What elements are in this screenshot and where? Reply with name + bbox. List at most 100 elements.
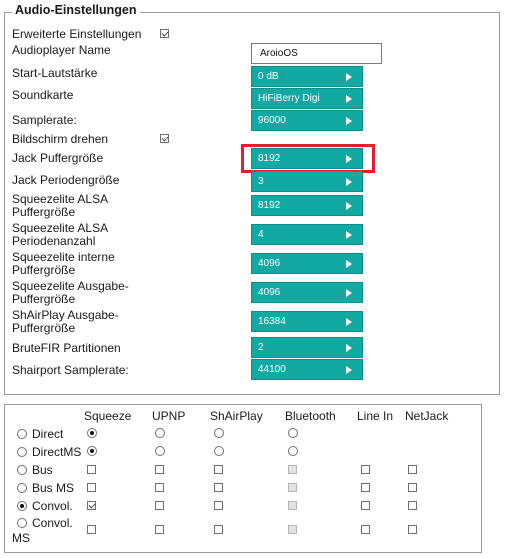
mode-radio-direct[interactable]	[17, 429, 27, 439]
play-arrow-icon	[346, 155, 352, 163]
direct-upnp-radio[interactable]	[155, 428, 165, 438]
jack-period-label: Jack Periodengröße	[12, 173, 120, 187]
play-arrow-icon	[346, 344, 352, 352]
shairplay-output-buffer-value: 16384	[258, 316, 286, 327]
jack-buffer-select[interactable]: 8192	[251, 148, 363, 169]
busms-squeeze-checkbox[interactable]	[87, 483, 96, 492]
col-header-shairplay: ShAirPlay	[210, 409, 263, 423]
audio-settings-legend: Audio-Einstellungen	[12, 3, 140, 17]
col-header-netjack: NetJack	[405, 409, 449, 423]
soundcard-label: Soundkarte	[12, 88, 74, 102]
extended-settings-label: Erweiterte Einstellungen	[12, 27, 142, 41]
convol-squeeze-checkbox[interactable]	[87, 501, 96, 510]
mode-label-convol-ms-line2: MS	[12, 531, 30, 545]
mode-radio-bus-ms[interactable]	[17, 483, 27, 493]
col-header-upnp: UPNP	[152, 409, 186, 423]
squeezelite-output-buffer-select[interactable]: 4096	[251, 282, 363, 303]
mode-radio-convol[interactable]	[17, 501, 27, 511]
soundcard-select[interactable]: HiFiBerry Digi	[251, 88, 363, 109]
play-arrow-icon	[346, 231, 352, 239]
directms-upnp-radio[interactable]	[155, 446, 165, 456]
squeezelite-output-buffer-value: 4096	[258, 287, 281, 298]
squeezelite-alsa-buffer-label-line2: Puffergröße	[12, 205, 76, 219]
brutefir-partitions-select[interactable]: 2	[251, 337, 363, 358]
convol-upnp-checkbox[interactable]	[155, 501, 164, 510]
play-arrow-icon	[346, 202, 352, 210]
audioplayer-name-input[interactable]	[251, 43, 382, 64]
soundcard-value: HiFiBerry Digi	[258, 93, 320, 104]
direct-squeeze-radio[interactable]	[87, 428, 97, 438]
mode-label-directms: DirectMS	[32, 445, 82, 459]
start-volume-value: 0 dB	[258, 71, 279, 82]
bus-shairplay-checkbox[interactable]	[214, 465, 223, 474]
squeezelite-alsa-periods-value: 4	[258, 229, 264, 240]
bus-line-in-checkbox[interactable]	[361, 465, 370, 474]
squeezelite-internal-buffer-label-line1: Squeezelite interne	[12, 250, 115, 264]
bus-squeeze-checkbox[interactable]	[87, 465, 96, 474]
audioplayer-name-label: Audioplayer Name	[12, 43, 111, 57]
busms-bluetooth-checkbox	[288, 483, 297, 492]
mode-radio-bus[interactable]	[17, 465, 27, 475]
squeezelite-internal-buffer-label-line2: Puffergröße	[12, 263, 76, 277]
convol-netjack-checkbox[interactable]	[408, 501, 417, 510]
mode-label-convol-ms-line1: Convol.	[32, 516, 73, 530]
jack-period-value: 3	[258, 176, 264, 187]
play-arrow-icon	[346, 318, 352, 326]
extended-settings-checkbox[interactable]	[160, 29, 169, 38]
mode-radio-convol-ms[interactable]	[17, 518, 27, 528]
shairplay-output-buffer-label-line2: Puffergröße	[12, 321, 76, 335]
jack-buffer-label: Jack Puffergröße	[12, 151, 104, 165]
convolms-netjack-checkbox[interactable]	[408, 525, 417, 534]
squeezelite-internal-buffer-select[interactable]: 4096	[251, 253, 363, 274]
direct-bluetooth-radio[interactable]	[288, 428, 298, 438]
play-arrow-icon	[346, 95, 352, 103]
mode-radio-directms[interactable]	[17, 447, 27, 457]
convolms-upnp-checkbox[interactable]	[155, 525, 164, 534]
shairplay-output-buffer-select[interactable]: 16384	[251, 311, 363, 332]
busms-line-in-checkbox[interactable]	[361, 483, 370, 492]
directms-shairplay-radio[interactable]	[214, 446, 224, 456]
brutefir-partitions-value: 2	[258, 342, 264, 353]
squeezelite-alsa-periods-label-line2: Periodenanzahl	[12, 234, 96, 248]
start-volume-select[interactable]: 0 dB	[251, 66, 363, 87]
directms-bluetooth-radio[interactable]	[288, 446, 298, 456]
shairport-samplerate-select[interactable]: 44100	[251, 359, 363, 380]
convol-bluetooth-checkbox	[288, 501, 297, 510]
convolms-shairplay-checkbox[interactable]	[214, 525, 223, 534]
brutefir-partitions-label: BruteFIR Partitionen	[12, 341, 121, 355]
convol-line-in-checkbox[interactable]	[361, 501, 370, 510]
mode-label-convol: Convol.	[32, 499, 73, 513]
samplerate-select[interactable]: 96000	[251, 110, 363, 131]
squeezelite-alsa-buffer-select[interactable]: 8192	[251, 195, 363, 216]
busms-shairplay-checkbox[interactable]	[214, 483, 223, 492]
rotate-screen-checkbox[interactable]	[160, 134, 169, 143]
convolms-line-in-checkbox[interactable]	[361, 525, 370, 534]
directms-squeeze-radio[interactable]	[87, 446, 97, 456]
play-arrow-icon	[346, 117, 352, 125]
squeezelite-internal-buffer-value: 4096	[258, 258, 281, 269]
busms-netjack-checkbox[interactable]	[408, 483, 417, 492]
squeezelite-output-buffer-label-line1: Squeezelite Ausgabe-	[12, 279, 129, 293]
bus-bluetooth-checkbox	[288, 465, 297, 474]
mode-label-direct: Direct	[32, 427, 64, 441]
audio-settings-panel	[4, 12, 500, 395]
mode-label-bus: Bus	[32, 463, 53, 477]
bus-netjack-checkbox[interactable]	[408, 465, 417, 474]
convolms-squeeze-checkbox[interactable]	[87, 525, 96, 534]
routing-matrix-panel	[4, 404, 482, 553]
squeezelite-alsa-periods-label-line1: Squeezelite ALSA	[12, 221, 109, 235]
col-header-bluetooth: Bluetooth	[285, 409, 336, 423]
squeezelite-alsa-periods-select[interactable]: 4	[251, 224, 363, 245]
shairport-samplerate-value: 44100	[258, 364, 286, 375]
direct-shairplay-radio[interactable]	[214, 428, 224, 438]
convol-shairplay-checkbox[interactable]	[214, 501, 223, 510]
bus-upnp-checkbox[interactable]	[155, 465, 164, 474]
jack-period-select[interactable]: 3	[251, 171, 363, 192]
start-volume-label: Start-Lautstärke	[12, 66, 98, 80]
squeezelite-output-buffer-label-line2: Puffergröße	[12, 292, 76, 306]
shairplay-output-buffer-label-line1: ShAirPlay Ausgabe-	[12, 308, 119, 322]
busms-upnp-checkbox[interactable]	[155, 483, 164, 492]
shairport-samplerate-label: Shairport Samplerate:	[12, 363, 129, 377]
play-arrow-icon	[346, 178, 352, 186]
convolms-bluetooth-checkbox	[288, 525, 297, 534]
